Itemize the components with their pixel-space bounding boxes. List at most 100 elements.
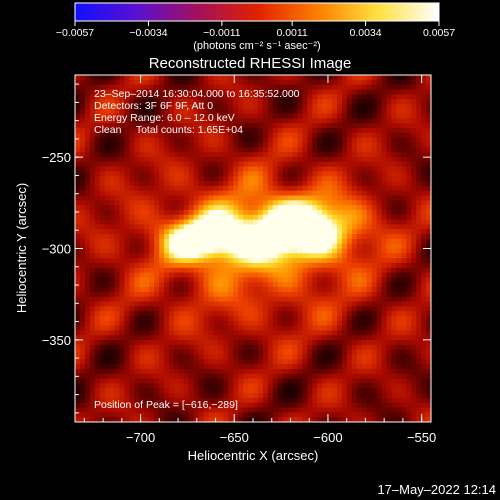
heatmap-cell <box>193 258 200 264</box>
heatmap-cell <box>327 99 333 105</box>
heatmap-cell <box>94 190 101 196</box>
heatmap-cell <box>386 262 392 269</box>
heatmap-cell <box>406 315 412 322</box>
heatmap-cell <box>371 272 378 278</box>
heatmap-cell <box>193 262 200 269</box>
heatmap-cell <box>406 287 412 293</box>
heatmap-cell <box>371 344 378 351</box>
heatmap-cell <box>396 349 402 355</box>
heatmap-cell <box>337 205 343 211</box>
heatmap-cell <box>421 75 427 81</box>
heatmap-cell <box>168 253 175 259</box>
heatmap-cell <box>386 200 392 206</box>
heatmap-cell <box>114 296 120 302</box>
heatmap-cell <box>262 118 269 124</box>
heatmap-cell <box>376 128 382 134</box>
heatmap-cell <box>159 373 165 380</box>
heatmap-cell <box>79 152 86 158</box>
heatmap-cell <box>84 108 91 114</box>
heatmap-cell <box>89 123 96 129</box>
heatmap-cell <box>228 368 234 375</box>
heatmap-cell <box>302 132 308 139</box>
heatmap-cell <box>426 205 431 211</box>
heatmap-cell <box>386 340 392 346</box>
heatmap-cell <box>164 195 170 201</box>
heatmap-cell <box>401 214 407 220</box>
heatmap-cell <box>253 171 259 177</box>
heatmap-cell <box>218 368 224 375</box>
heatmap-cell <box>253 277 259 283</box>
heatmap-cell <box>253 128 259 134</box>
heatmap-cell <box>366 306 373 312</box>
heatmap-cell <box>361 75 368 81</box>
heatmap-cell <box>238 132 244 139</box>
heatmap-cell <box>134 407 140 413</box>
heatmap-cell <box>223 176 229 182</box>
heatmap-cell <box>307 190 313 196</box>
heatmap-cell <box>139 195 145 201</box>
heatmap-cell <box>134 99 140 105</box>
heatmap-cell <box>361 113 368 119</box>
heatmap-cell <box>312 205 318 211</box>
heatmap-cell <box>381 311 387 317</box>
heatmap-cell <box>99 359 106 365</box>
heatmap-cell <box>159 388 165 394</box>
heatmap-cell <box>262 229 269 235</box>
heatmap-cell <box>198 132 204 139</box>
heatmap-cell <box>104 142 111 148</box>
heatmap-cell <box>134 340 140 346</box>
heatmap-cell <box>238 287 244 293</box>
heatmap-cell <box>346 224 353 230</box>
heatmap-cell <box>287 113 293 119</box>
heatmap-cell <box>351 200 358 206</box>
heatmap-cell <box>267 103 274 110</box>
heatmap-cell <box>94 200 101 206</box>
heatmap-cell <box>208 103 214 110</box>
heatmap-cell <box>361 282 368 288</box>
heatmap-cell <box>342 262 348 269</box>
heatmap-cell <box>104 368 111 375</box>
heatmap-cell <box>401 147 407 153</box>
heatmap-cell <box>178 118 185 124</box>
heatmap-cell <box>406 147 412 153</box>
heatmap-cell <box>104 267 111 273</box>
heatmap-cell <box>218 190 224 196</box>
heatmap-cell <box>356 166 363 172</box>
heatmap-cell <box>75 320 81 327</box>
heatmap-cell <box>84 229 91 235</box>
heatmap-cell <box>178 378 185 384</box>
heatmap-cell <box>104 258 111 264</box>
heatmap-cell <box>168 229 175 235</box>
heatmap-cell <box>218 311 224 317</box>
heatmap-cell <box>233 311 239 317</box>
heatmap-cell <box>396 315 402 322</box>
heatmap-cell <box>257 209 264 216</box>
heatmap-cell <box>376 132 382 139</box>
heatmap-cell <box>342 287 348 293</box>
heatmap-cell <box>317 296 323 302</box>
heatmap-cell <box>317 349 323 355</box>
heatmap-cell <box>386 388 392 394</box>
heatmap-cell <box>322 152 328 158</box>
heatmap-cell <box>307 253 313 259</box>
heatmap-cell <box>302 325 308 331</box>
heatmap-cell <box>178 325 185 331</box>
heatmap-cell <box>366 94 373 100</box>
heatmap-cell <box>183 75 190 81</box>
heatmap-cell <box>292 108 298 114</box>
heatmap-cell <box>149 171 155 177</box>
heatmap-cell <box>253 142 259 148</box>
heatmap-cell <box>416 113 422 119</box>
heatmap-cell <box>89 152 96 158</box>
heatmap-cell <box>75 258 81 264</box>
heatmap-cell <box>129 306 135 312</box>
heatmap-cell <box>307 108 313 114</box>
heatmap-cell <box>366 340 373 346</box>
heatmap-cell <box>213 229 219 235</box>
heatmap-cell <box>94 320 101 327</box>
heatmap-cell <box>213 84 219 90</box>
heatmap-cell <box>287 258 293 264</box>
heatmap-cell <box>351 330 358 336</box>
heatmap-cell <box>297 103 303 110</box>
heatmap-cell <box>277 354 284 360</box>
